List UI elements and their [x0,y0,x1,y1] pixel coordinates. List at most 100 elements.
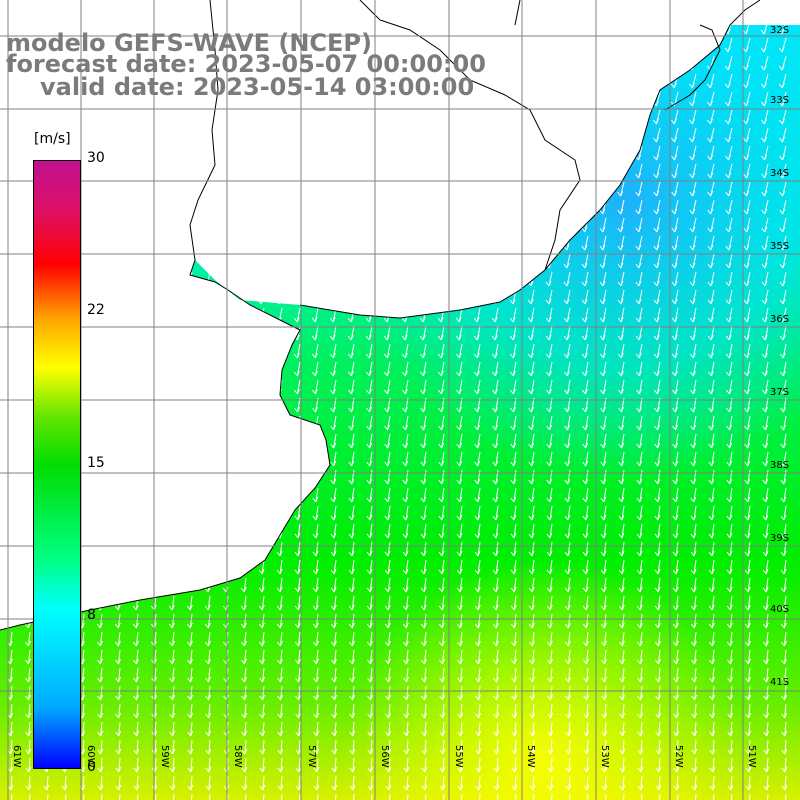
wind-arrow [186,505,193,521]
wind-arrow [437,217,445,233]
wind-arrow [205,667,211,683]
wind-arrow [401,199,409,215]
wind-arrow [366,595,373,611]
wind-arrow [745,793,752,800]
wind-arrow [23,271,31,287]
wind-arrow [131,307,139,323]
wind-arrow [601,667,607,683]
wind-arrow [23,325,31,341]
wind-arrow [115,757,122,773]
wind-arrow [725,217,733,233]
wind-arrow [23,145,31,161]
wind-arrow [599,289,607,305]
wind-arrow [131,289,139,305]
wind-arrow [526,25,535,35]
wind-arrow [671,307,679,323]
wind-arrow [763,757,770,773]
wind-arrow [475,775,482,791]
wind-arrow [780,505,787,521]
wind-arrow [421,685,428,701]
wind-arrow [637,793,644,800]
wind-arrow [708,577,715,593]
wind-arrow [545,307,553,323]
wind-arrow [295,793,302,800]
wind-arrow [401,127,409,143]
wind-arrow [544,55,553,71]
wind-arrow [24,415,31,431]
wind-arrow [781,721,788,737]
wind-arrow [673,793,680,800]
wind-arrow [149,289,157,305]
wind-arrow [419,253,427,269]
wind-arrow [582,379,589,395]
wind-arrow [113,289,121,305]
wind-arrow [508,25,517,35]
wind-arrow [762,577,769,593]
wind-arrow [204,541,211,557]
wind-arrow [727,667,733,683]
wind-arrow [599,235,607,251]
wind-arrow [581,127,589,143]
wind-arrow [617,307,625,323]
wind-arrow [724,91,733,107]
wind-arrow [311,109,319,125]
wind-arrow [637,685,644,701]
wind-arrow [275,127,283,143]
wind-arrow [149,361,157,377]
wind-arrow [25,757,32,773]
wind-arrow [240,595,247,611]
wind-arrow [186,379,193,395]
wind-arrow [582,613,589,629]
wind-arrow [330,541,337,557]
wind-arrow [185,271,193,287]
wind-arrow [708,415,715,431]
wind-arrow [617,199,625,215]
wind-arrow [492,505,499,521]
wind-arrow [475,757,482,773]
wind-arrow [295,667,301,683]
wind-arrow [366,451,373,467]
wind-arrow [132,469,139,485]
wind-arrow [779,109,787,125]
wind-arrow [348,487,355,503]
wind-arrow [367,649,373,665]
wind-arrow [655,649,661,665]
wind-arrow [637,721,644,737]
wind-arrow [654,541,661,557]
wind-arrow [295,685,302,701]
wind-arrow [22,91,31,107]
wind-arrow [132,487,139,503]
wind-arrow [528,559,535,575]
wind-arrow [707,271,715,287]
wind-arrow [115,685,122,701]
wind-arrow [366,469,373,485]
wind-arrow [24,523,31,539]
wind-arrow [186,541,193,557]
wind-arrow [257,289,265,305]
wind-arrow [724,55,733,71]
wind-arrow [5,271,13,287]
wind-arrow [672,595,679,611]
wind-arrow [763,685,770,701]
wind-arrow [726,577,733,593]
wind-arrow [456,613,463,629]
wind-arrow [293,253,301,269]
wind-arrow [185,163,193,179]
wind-arrow [617,109,625,125]
wind-arrow [204,613,211,629]
wind-arrow [312,577,319,593]
wind-arrow [331,703,338,719]
wind-arrow [312,451,319,467]
wind-arrow [258,541,265,557]
wind-arrow [762,559,769,575]
wind-arrow [742,55,751,71]
wind-arrow [743,217,751,233]
wind-arrow [240,613,247,629]
wind-arrow [547,793,554,800]
wind-arrow [25,739,32,755]
wind-arrow [690,415,697,431]
wind-arrow [474,631,481,647]
wind-arrow [186,613,193,629]
wind-arrow [709,739,716,755]
